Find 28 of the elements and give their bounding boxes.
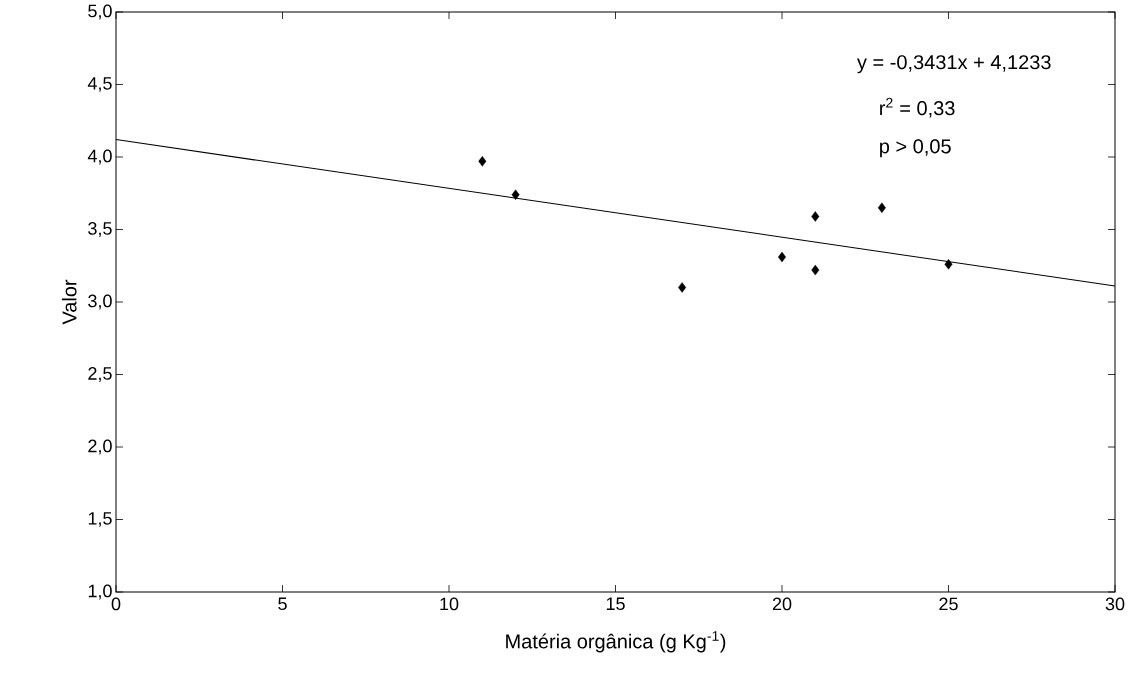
y-tick-label: 2,5 [88, 367, 112, 382]
x-tick-label: 5 [278, 597, 287, 611]
y-tick-label: 1,0 [88, 584, 112, 600]
annotation: p > 0,05 [880, 139, 951, 158]
point [877, 202, 886, 213]
x-axis-title: Matéria orgânica (g Kg$^{-1}$) [506, 631, 726, 653]
y-tick-label: 1,5 [88, 512, 112, 527]
x-tick-label: 30 [1105, 597, 1125, 611]
y-axis-title: Valor [61, 279, 77, 325]
y-tick-label: 3,0 [88, 294, 112, 310]
point [811, 264, 820, 276]
point [511, 189, 520, 200]
point [944, 259, 953, 270]
y-tick-label: 4,5 [87, 77, 112, 92]
y-tick-label: 3,5 [88, 222, 112, 237]
x-tick-label: 10 [440, 597, 459, 611]
point [478, 156, 487, 167]
x-tick-label: 15 [606, 597, 625, 611]
y-tick-label: 2,0 [88, 439, 112, 455]
x-tick-label: 25 [939, 597, 958, 611]
y-tick-label: 5,0 [88, 4, 112, 20]
point [811, 211, 820, 222]
annotation: y = -0,3431x + 4,1233 [856, 55, 1051, 74]
annotation: r$^{2}$ = 0,33 [880, 97, 955, 118]
y-tick-label: 4,0 [87, 149, 112, 165]
x-tick-label: 20 [772, 597, 792, 611]
point [678, 282, 687, 293]
x-tick-label: 0 [111, 597, 121, 611]
